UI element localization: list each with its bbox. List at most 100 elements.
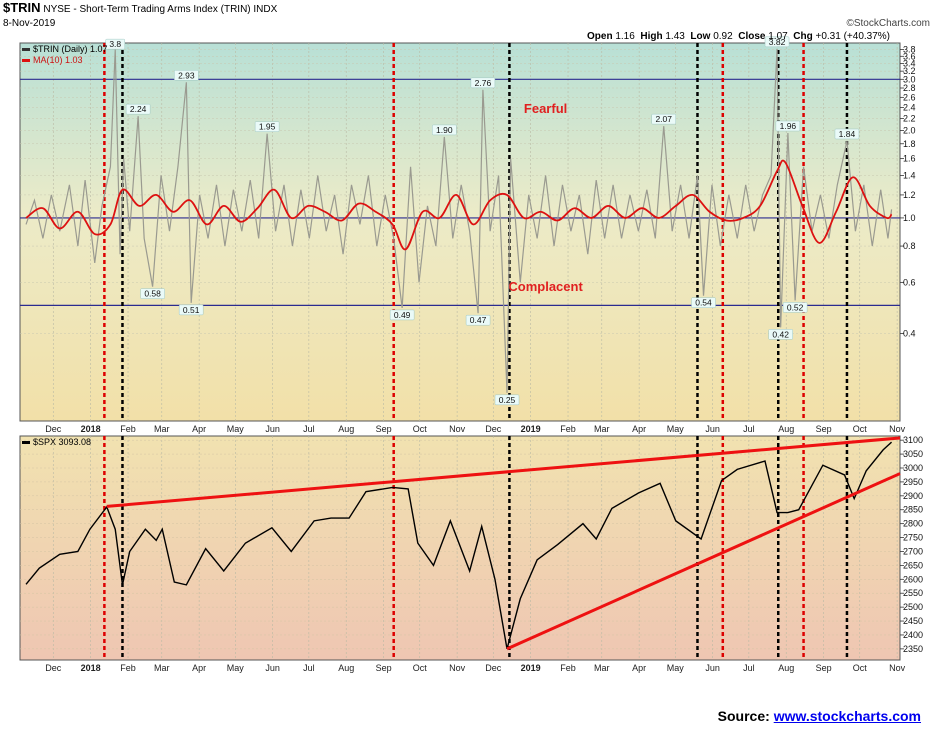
trin-x-tick-label: May — [667, 424, 685, 434]
trin-value-label: 0.25 — [499, 395, 516, 405]
legend-trin-label: $TRIN (Daily) 1.07 — [33, 44, 108, 54]
trin-value-label: 0.51 — [183, 305, 200, 315]
trin-value-label: 1.90 — [436, 125, 453, 135]
stockcharts-watermark: ©StockCharts.com — [846, 18, 930, 29]
spx-x-tick-label: Nov — [449, 663, 466, 673]
spx-x-tick-label: May — [227, 663, 245, 673]
high-value: 1.43 — [665, 31, 685, 42]
legend-trin-swatch — [22, 47, 30, 51]
trin-value-label: 2.07 — [655, 114, 672, 124]
spx-x-tick-label: Jul — [743, 663, 755, 673]
trin-x-tick-label: Nov — [449, 424, 466, 434]
trin-y-tick-label: 0.4 — [903, 329, 916, 339]
trin-y-tick-label: 0.8 — [903, 241, 916, 251]
chart-description: NYSE - Short-Term Trading Arms Index (TR… — [43, 4, 251, 15]
trin-y-tick-label: 1.4 — [903, 170, 916, 180]
trin-y-tick-label: 3.8 — [903, 44, 916, 54]
chart-title-row: $TRIN NYSE - Short-Term Trading Arms Ind… — [3, 0, 277, 15]
source-link[interactable]: www.stockcharts.com — [773, 708, 921, 724]
trin-value-label-box — [651, 113, 676, 125]
legend-ma-label: MA(10) 1.03 — [33, 55, 83, 65]
trin-value-label: 0.42 — [772, 329, 789, 339]
chart-symbol: $TRIN — [3, 0, 41, 15]
trin-value-label-box — [178, 304, 204, 316]
close-label: Close — [738, 31, 766, 42]
spx-y-tick-label: 2750 — [903, 533, 923, 543]
trin-value-label-box — [782, 302, 808, 313]
trin-y-tick-label: 3.6 — [903, 51, 916, 61]
trin-x-tick-label: May — [227, 424, 245, 434]
chg-value: +0.31 (+40.37%) — [815, 31, 891, 42]
spx-y-tick-label: 2600 — [903, 574, 923, 584]
spx-x-tick-label: Jul — [303, 663, 315, 673]
trin-value-label: 1.84 — [839, 129, 856, 139]
trin-value-label: 0.47 — [470, 315, 487, 325]
spx-x-tick-label: Feb — [120, 663, 136, 673]
trin-x-tick-label: Mar — [594, 424, 610, 434]
spx-x-tick-label: Aug — [778, 663, 794, 673]
trin-x-tick-label: Nov — [889, 424, 906, 434]
trin-y-tick-label: 3.0 — [903, 74, 916, 84]
zone-label: Fearful — [524, 101, 567, 116]
trin-y-tick-label: 3.4 — [903, 59, 916, 69]
trin-y-tick-label: 1.8 — [903, 139, 916, 149]
spx-y-tick-label: 2500 — [903, 602, 923, 612]
trin-value-label: 2.93 — [178, 70, 195, 80]
trin-value-label-box — [432, 124, 457, 136]
spx-price-line — [25, 441, 893, 650]
trin-value-label: 0.54 — [695, 298, 712, 308]
low-value: 0.92 — [713, 31, 733, 42]
trin-y-tick-label: 3.2 — [903, 66, 916, 76]
trin-x-tick-label: Jun — [705, 424, 720, 434]
zone-label: Complacent — [508, 279, 583, 294]
trin-y-tick-label: 2.6 — [903, 92, 916, 102]
trin-value-label: 3.82 — [769, 37, 786, 47]
price-summary: Open 1.16 High 1.43 Low 0.92 Close 1.07 … — [587, 31, 890, 42]
trin-x-tick-label: Feb — [120, 424, 136, 434]
spx-y-tick-label: 2350 — [903, 644, 923, 654]
chart-date: 8-Nov-2019 — [3, 18, 56, 29]
source-credit: Source: www.stockcharts.com — [718, 708, 921, 724]
trin-y-tick-label: 2.4 — [903, 102, 916, 112]
trin-value-label-box — [764, 36, 790, 48]
trin-value-label: 1.96 — [780, 121, 797, 131]
spx-y-tick-label: 2700 — [903, 546, 923, 556]
spx-x-tick-label: Aug — [338, 663, 354, 673]
trin-value-label-box — [125, 103, 151, 115]
spx-y-tick-label: 3100 — [903, 435, 923, 445]
open-value: 1.16 — [615, 31, 635, 42]
trin-ma10-line — [25, 159, 893, 251]
spx-y-tick-label: 2800 — [903, 519, 923, 529]
spx-x-tick-label: Nov — [889, 663, 906, 673]
legend-spx-swatch — [22, 440, 30, 444]
spx-y-tick-label: 2900 — [903, 491, 923, 501]
trin-x-tick-label: Apr — [192, 424, 206, 434]
spx-x-tick-label: 2018 — [81, 663, 101, 673]
legend-spx: $SPX 3093.08 — [22, 437, 91, 447]
trin-value-label-box — [465, 314, 491, 326]
trin-x-tick-label: Jul — [303, 424, 315, 434]
spx-x-tick-label: May — [667, 663, 685, 673]
spx-x-tick-label: Mar — [154, 663, 170, 673]
trin-value-label: 0.52 — [787, 302, 804, 312]
legend-spx-label: $SPX 3093.08 — [33, 437, 92, 447]
trin-value-label: 0.58 — [144, 289, 161, 299]
spx-y-tick-label: 2450 — [903, 616, 923, 626]
trin-value-label-box — [494, 394, 520, 406]
spx-x-tick-label: Feb — [560, 663, 576, 673]
trin-value-label-box — [389, 309, 415, 321]
legend-ma-swatch — [22, 58, 30, 62]
trin-x-tick-label: Apr — [632, 424, 646, 434]
spx-y-tick-label: 2950 — [903, 477, 923, 487]
trin-value-label-box — [768, 329, 793, 340]
trin-value-label-box — [105, 38, 125, 50]
spx-x-tick-label: Mar — [594, 663, 610, 673]
trin-value-label: 1.95 — [259, 122, 276, 132]
spx-trendline — [506, 472, 901, 651]
trin-x-tick-label: Jun — [265, 424, 280, 434]
spx-y-tick-label: 2850 — [903, 505, 923, 515]
high-label: High — [640, 31, 663, 42]
trin-x-tick-label: Aug — [338, 424, 354, 434]
trin-value-label-box — [775, 120, 801, 132]
spx-y-tick-label: 2400 — [903, 630, 923, 640]
